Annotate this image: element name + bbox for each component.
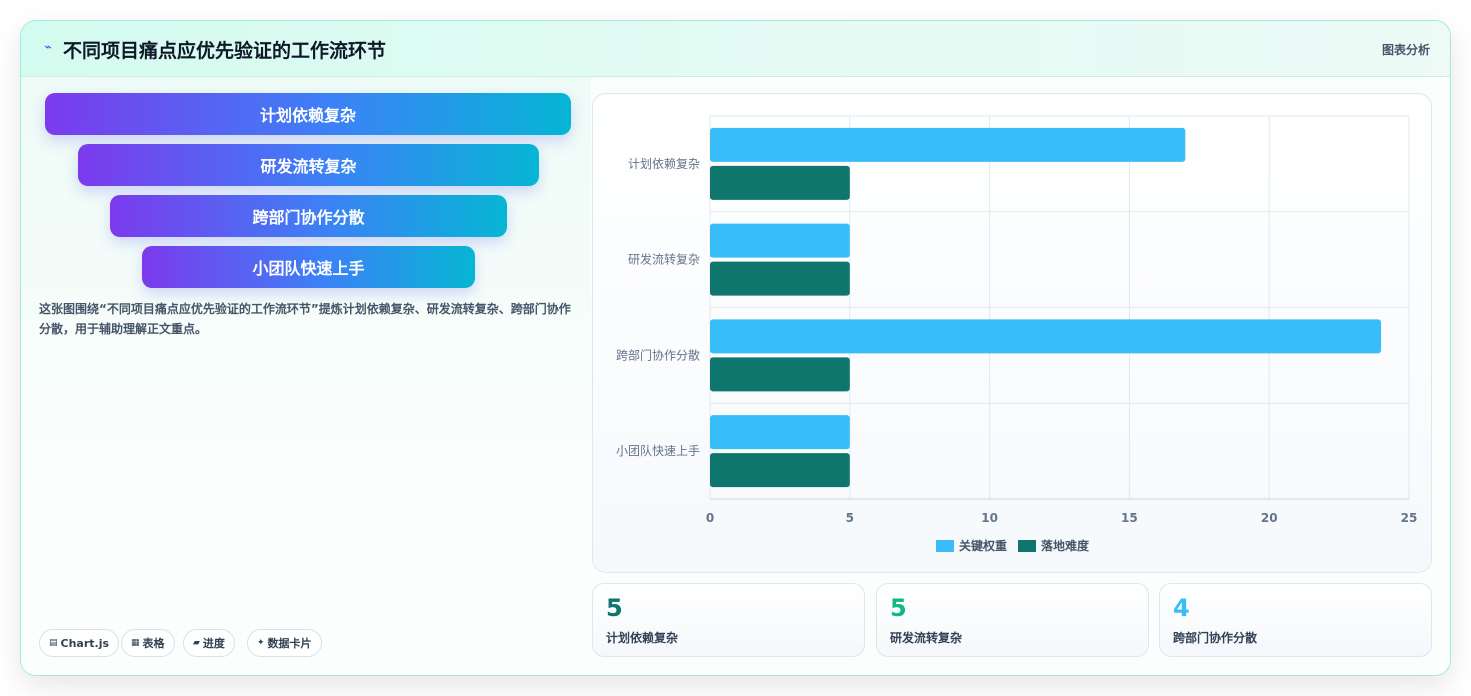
pill-label: 进度 — [202, 637, 225, 650]
chart-analysis-tag: 图表分析 — [1381, 43, 1430, 57]
table-icon: ▦ — [131, 638, 140, 648]
x-tick-label: 5 — [846, 511, 854, 525]
bar — [710, 415, 850, 450]
y-tick-label: 计划依赖复杂 — [628, 156, 700, 171]
funnel-step: 小团队快速上手 — [142, 246, 475, 288]
x-tick-label: 25 — [1401, 511, 1418, 525]
page-title: 不同项目痛点应优先验证的工作流环节 — [63, 40, 387, 62]
y-tick-label: 跨部门协作分散 — [616, 347, 700, 362]
stat-label: 跨部门协作分散 — [1173, 631, 1258, 645]
legend-label: 关键权重 — [959, 538, 1007, 553]
stat-card: 5 计划依赖复杂 — [592, 583, 865, 657]
bar — [710, 165, 850, 200]
funnel-step: 研发流转复杂 — [78, 144, 539, 186]
legend-label: 落地难度 — [1041, 538, 1090, 553]
pill-label: 数据卡片 — [267, 637, 312, 650]
stat-label: 计划依赖复杂 — [606, 631, 679, 645]
x-tick-label: 0 — [706, 511, 714, 525]
bar — [710, 223, 850, 258]
bar — [710, 357, 850, 392]
stat-value: 5 — [606, 594, 623, 622]
x-tick-label: 15 — [1121, 511, 1138, 525]
y-tick-label: 研发流转复杂 — [628, 252, 700, 267]
x-tick-label: 20 — [1261, 511, 1278, 525]
stat-value: 4 — [1173, 594, 1190, 622]
progress-icon: ▰ — [193, 638, 200, 648]
bar — [710, 127, 1186, 162]
chart-card: ⌁ 不同项目痛点应优先验证的工作流环节 图表分析 计划依赖复杂 研发流转复杂 跨… — [20, 20, 1451, 676]
legend-swatch — [936, 540, 954, 552]
card-header: ⌁ 不同项目痛点应优先验证的工作流环节 图表分析 — [21, 21, 1450, 77]
stat-value: 5 — [890, 594, 907, 622]
bar-chart-panel: 计划依赖复杂 研发流转复杂跨部门协作分散 小团队快速上手 0 5 10 15 20 25 关键权重… — [592, 93, 1432, 573]
funnel-panel: 计划依赖复杂 研发流转复杂 跨部门协作分散 小团队快速上手 这张图围绕“不同项目… — [21, 77, 591, 675]
bar — [710, 453, 850, 488]
pill-label: Chart.js — [60, 636, 110, 650]
stat-card: 5 研发流转复杂 — [876, 583, 1149, 657]
chart-description: 这张图围绕“不同项目痛点应优先验证的工作流环节”提炼计划依赖复杂、研发流转复杂、… — [39, 302, 571, 336]
sparkle-icon: ✦ — [257, 638, 265, 648]
pill-data-cards[interactable]: ✦ 数据卡片 — [247, 629, 322, 657]
pill-chartjs[interactable]: ▤ Chart.js — [39, 629, 120, 657]
y-tick-label: 小团队快速上手 — [616, 443, 700, 458]
bar — [710, 261, 850, 296]
spark-icon: ⌁ — [44, 40, 52, 55]
chart-icon: ▤ — [49, 638, 58, 648]
pill-table[interactable]: ▦ 表格 — [121, 629, 175, 657]
pill-progress[interactable]: ▰ 进度 — [183, 629, 235, 657]
x-tick-label: 10 — [981, 511, 998, 525]
stat-card: 4 跨部门协作分散 — [1159, 583, 1432, 657]
stat-label: 研发流转复杂 — [890, 631, 963, 645]
funnel-step: 计划依赖复杂 — [45, 93, 571, 135]
legend-swatch — [1018, 540, 1036, 552]
bar — [710, 319, 1382, 354]
pill-label: 表格 — [142, 637, 165, 650]
funnel-step: 跨部门协作分散 — [110, 195, 507, 237]
